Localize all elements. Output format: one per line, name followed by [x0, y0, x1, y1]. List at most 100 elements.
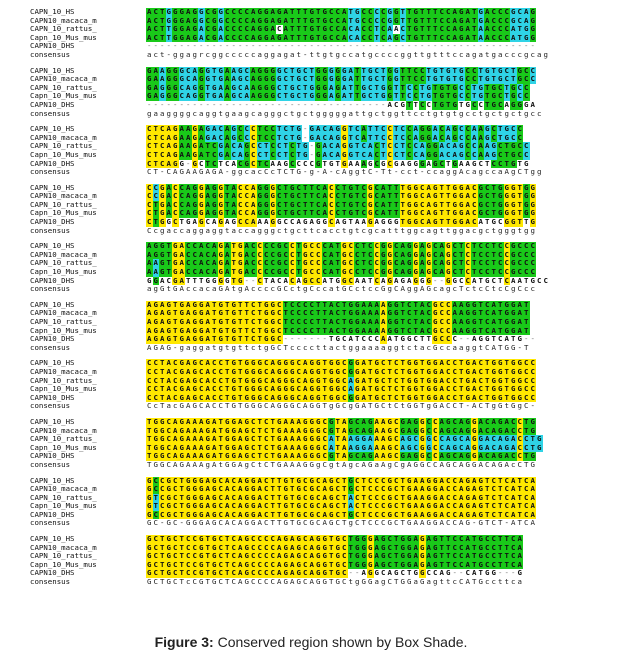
sequence-row: CAPN_10_rattus_ A C T T G G A G A C G A C C C C A G G A C A T T T…	[30, 25, 590, 34]
sequence-row: Capn_10_Mus_mus G C T G C T C C G T G C T C A G C C C C A G A G C…	[30, 560, 590, 570]
alignment-block: CAPN_10_HS G A A G G G C A G G T G A A G C A G G G G C T G C T G G G G…	[30, 66, 590, 119]
sequence-row: CAPN_10_HS C C T A C G A G C A C C T G T G G G C A G G G C A G G T G G…	[30, 359, 590, 368]
sequence-name: CAPN_10_rattus_	[30, 552, 97, 561]
sequence-row: CAPN_10_rattus_ C C T A C G A G C A C C T G T G G G C A G G G C A…	[30, 376, 590, 386]
sequence-name: CAPN_10_rattus_	[30, 25, 97, 34]
sequence-row: CAPN_10_rattus_ C T G A C C A G G A G G T A C C A G G G C T G C T…	[30, 200, 590, 210]
sequence-name: CAPN_10_HS	[30, 8, 75, 16]
alignment-block: CAPN_10_HS C C T A C G A G C A C C T G T G G G C A G G G C A G G T G G…	[30, 359, 590, 411]
sequence-name: CAPN_10_rattus_	[30, 142, 97, 151]
sequence-name: CAPN_10_rattus_	[30, 83, 97, 92]
sequence-row: CAPN10_macaca_m A G A G T G A G G A T G T G T T C T G G C T C C C…	[30, 309, 590, 318]
sequence-name: CAPN10_DHS	[30, 159, 75, 168]
caption-text: Conserved region shown by Box Shade.	[213, 634, 468, 650]
sequence-name: CAPN_10_HS	[30, 359, 75, 368]
sequence-row: Capn_10_Mus_mus C T G A C C A G G A G G T A C C A G G G C T G C T…	[30, 209, 590, 219]
sequence-row: CAPN10_macaca_m C T C A G A A G A G A C A G C C C T C C T C T G -…	[30, 133, 590, 143]
sequence-row: CAPN10_DHS G G A C G A T T T G G G G T G - - C T A C A C A G C C A T G…	[30, 276, 590, 286]
sequence-row: CAPN_10_HS C C G A C C A G G A G G T A C C A G G G C T G C T T C A C C…	[30, 183, 590, 193]
sequence-row: CAPN10_DHS A G A G T G A G G A T G T G T T C T G G C - - - - - - - T G…	[30, 335, 590, 344]
sequence-name: consensus	[30, 226, 71, 235]
sequence-name: CAPN10_DHS	[30, 569, 75, 578]
sequence-row: CAPN10_DHS - - - - - - - - - - - - - - - - - - - - - - - - - - - - - -…	[30, 100, 590, 110]
sequence-name: CAPN_10_rattus_	[30, 200, 97, 209]
sequence-row: CAPN10_DHS G C T G C T C C G T G C T C A G C C C C A G A G C A G G T G…	[30, 569, 590, 579]
sequence-name: CAPN_10_HS	[30, 535, 75, 544]
sequence-name: Capn_10_Mus_mus	[30, 443, 97, 452]
sequence-name: CAPN_10_rattus_	[30, 493, 97, 502]
sequence-name: consensus	[30, 578, 71, 587]
sequence-row: CAPN_10_rattus_ G A G G G C A G G T G A A G C A A G G G C T G C T…	[30, 83, 590, 93]
sequence-row: CAPN_10_rattus_ A G A G T G A G G A T G T G T T C T G G C T C C C…	[30, 318, 590, 327]
sequence-name: Capn_10_Mus_mus	[30, 92, 97, 101]
sequence-name: Capn_10_Mus_mus	[30, 502, 97, 511]
consensus-row: consensus G C - G C - G G G A G C A C A G G A C T T G T G C G C A G C T…	[30, 519, 590, 528]
sequence-row: CAPN10_macaca_m G C C G C T G G G A G C A C A G G A C T T G T G C…	[30, 485, 590, 494]
sequence-row: CAPN10_DHS T G G C A G A A A G A T G G A G C T C T G A A A G G G C G T…	[30, 452, 590, 461]
sequence-name: consensus	[30, 402, 71, 411]
sequence-row: Capn_10_Mus_mus A G A G T G A G G A T G T G T T C T G G C T C C C…	[30, 326, 590, 336]
sequence-name: CAPN_10_HS	[30, 66, 75, 75]
sequence-row: CAPN_10_HS A G G T G A C C A C A G A T G A C C C C G C C T G C C C A T…	[30, 242, 590, 251]
sequence-row: CAPN_10_rattus_ T G G C A G A A A G A T G G A G C T C T G A A A G…	[30, 435, 590, 444]
sequence-name: CAPN10_macaca_m	[30, 192, 97, 201]
sequence-row: Capn_10_Mus_mus A A G T G A C C A C A G A T G A C C C C G C C T G…	[30, 268, 590, 277]
sequence-row: CAPN10_DHS C C T A C G A G C A C C T G T G G G C A G G G C A G G T G G…	[30, 393, 590, 403]
sequence-name: Capn_10_Mus_mus	[30, 33, 97, 42]
alignment-block: CAPN_10_HS G C C G C T G G G A G C A C A G G A C T T G T G C G C A G C…	[30, 476, 590, 529]
sequence-row: CAPN10_macaca_m G C T G C T C C G T G C T C A G C C C C A G A G C…	[30, 543, 590, 553]
sequence-row: CAPN10_macaca_m A G G T G A C C A C A G A T G A C C C C G C C T G…	[30, 250, 590, 260]
sequence-name: consensus	[30, 168, 71, 177]
sequence-row: CAPN10_DHS G C C G C T G G G A G C A C A G G A C T T G T G C G C A G C…	[30, 510, 590, 520]
alignment-block: CAPN_10_HS C C G A C C A G G A G G T A C C A G G G C T G C T T C A C C…	[30, 183, 590, 236]
sequence-name: CAPN10_macaca_m	[30, 543, 97, 552]
sequence-name: CAPN_10_rattus_	[30, 259, 97, 268]
sequence-name: CAPN_10_HS	[30, 300, 75, 309]
sequence-name: consensus	[30, 50, 71, 59]
sequence-name: CAPN_10_rattus_	[30, 376, 97, 385]
caption-label: Figure 3:	[154, 634, 214, 650]
sequence-name: Capn_10_Mus_mus	[30, 209, 97, 218]
sequence-name: Capn_10_Mus_mus	[30, 385, 97, 394]
sequence-name: CAPN10_macaca_m	[30, 250, 97, 259]
sequence-name: CAPN_10_HS	[30, 242, 75, 251]
sequence-row: Capn_10_Mus_mus G A G G G C A G G T G A A G C A A G G G C T G C T…	[30, 92, 590, 101]
alignment-block: CAPN_10_HS A C T G G G A G G C G G C C C C A G G A G A T T T G T G C C…	[30, 8, 590, 60]
sequence-row: CAPN_10_HS C T C A G A A G A G A C A G C C C T C C T C T G - G A C A G…	[30, 125, 590, 134]
sequence-row: CAPN_10_HS T G G C A G A A A G A T G G A G C T C T G A A A G G G C G T…	[30, 417, 590, 427]
sequence-alignment: CAPN_10_HS A C T G G G A G G C G G C C C C A G G A G A T T T G T G C C…	[30, 8, 590, 594]
sequence-name: CAPN10_DHS	[30, 393, 75, 402]
